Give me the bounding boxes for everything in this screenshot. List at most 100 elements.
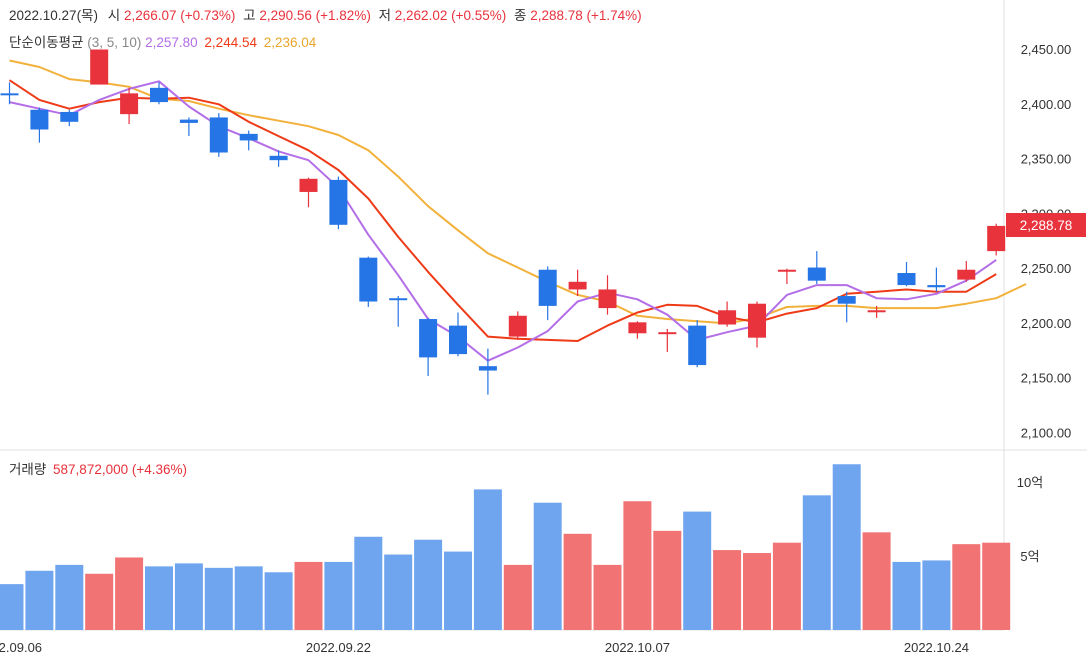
- volume-bar: [444, 551, 472, 630]
- volume-bar: [55, 564, 84, 630]
- volume-axis-tick-label: 10억: [1017, 475, 1043, 490]
- time-axis-tick-label: 2022.10.24: [904, 640, 969, 655]
- volume-legend-value: 587,872,000 (+4.36%): [53, 462, 188, 477]
- volume-bar: [832, 464, 861, 630]
- volume-bar: [0, 584, 24, 630]
- ma3-series-line: [9, 80, 997, 362]
- candle-body: [748, 303, 766, 338]
- ma-legend-label: 단순이동평균: [9, 35, 84, 50]
- price-axis-tick-label: 2,400.00: [1021, 97, 1072, 112]
- candlesticks: [0, 49, 1006, 395]
- candle-body: [30, 109, 49, 130]
- candle-body: [209, 117, 228, 153]
- volume-bar: [503, 564, 532, 630]
- price-axis-tick-label: 2,450.00: [1021, 42, 1072, 57]
- volume-bar: [234, 566, 263, 630]
- price-axis-tick-label: 2,200.00: [1021, 316, 1072, 331]
- candle-body: [179, 119, 198, 123]
- candle-body: [478, 366, 497, 371]
- candle-body: [508, 315, 527, 337]
- volume-bar: [743, 553, 771, 630]
- candle-body: [927, 285, 946, 288]
- candle-body: [957, 269, 976, 280]
- close-value: 2,288.78 (+1.74%): [530, 8, 642, 23]
- candle-body: [269, 155, 288, 161]
- candle-body: [299, 178, 318, 192]
- ma5-series-line: [8, 79, 997, 342]
- candle-body: [807, 267, 826, 281]
- volume-bar: [922, 560, 951, 630]
- volume-bar: [772, 542, 801, 630]
- candle-body: [658, 332, 677, 335]
- candle-body: [598, 289, 617, 309]
- price-axis-tick-label: 2,350.00: [1021, 152, 1072, 167]
- close-label: 종: [514, 8, 527, 23]
- time-axis-tick-label: 2022.09.06: [0, 640, 42, 655]
- last-price-tag-bg: [1006, 213, 1086, 237]
- ma5-line: [8, 79, 997, 342]
- volume-bar: [145, 566, 173, 630]
- volume-bar: [563, 533, 592, 630]
- ma5-value: 2,244.54: [204, 35, 257, 50]
- candle-body: [897, 273, 916, 286]
- open-label: 시: [107, 8, 121, 23]
- candle-body: [688, 325, 707, 366]
- price-axis-tick-label: 2,150.00: [1021, 371, 1072, 386]
- volume-axis: 10억 5억: [1017, 475, 1043, 564]
- candle-body: [538, 269, 557, 306]
- volume-bar: [533, 502, 562, 630]
- candle-body: [90, 49, 109, 85]
- volume-bar: [473, 489, 502, 630]
- ma3-value: 2,257.80: [145, 35, 198, 50]
- candle-body: [628, 322, 647, 334]
- price-axis-tick-label: 2,250.00: [1021, 261, 1072, 276]
- volume-bar: [653, 530, 682, 630]
- candle-body: [419, 319, 438, 358]
- volume-bar: [25, 570, 54, 630]
- volume-legend: 거래량 587,872,000 (+4.36%): [9, 458, 187, 478]
- candle-body: [239, 133, 258, 141]
- candle-body: [60, 111, 79, 122]
- candle-body: [987, 225, 1006, 252]
- ma-legend: 단순이동평균 (3, 5, 10) 2,257.80 2,244.54 2,23…: [9, 31, 316, 51]
- volume-bar: [354, 536, 383, 630]
- candle-body: [329, 179, 348, 225]
- price-axis: 2,450.002,400.002,350.002,300.002,250.00…: [1021, 42, 1072, 441]
- ma10-value: 2,236.04: [263, 35, 317, 50]
- volume-bar: [713, 550, 742, 630]
- volume-bar: [85, 573, 114, 630]
- candle-body: [718, 310, 737, 325]
- candle-body: [120, 93, 139, 115]
- volume-bar: [623, 501, 652, 630]
- volume-bar: [204, 567, 233, 630]
- price-axis-tick-label: 2,100.00: [1021, 426, 1072, 441]
- candle-body: [0, 93, 19, 96]
- volume-axis-tick-label: 5억: [1020, 549, 1039, 564]
- ma10-line: [9, 59, 1027, 325]
- open-value: 2,266.07 (+0.73%): [123, 8, 236, 23]
- volume-bar: [593, 564, 622, 630]
- time-axis-tick-label: 2022.10.07: [605, 640, 670, 655]
- candle-body: [359, 257, 378, 302]
- volume-bar: [264, 572, 293, 630]
- volume-bar: [802, 495, 831, 630]
- time-axis: 2022.09.06 2022.09.22 2022.10.07 2022.10.24: [0, 640, 969, 655]
- candle-body: [389, 298, 408, 301]
- ma3-line: [9, 80, 997, 362]
- last-price-tag-text: 2,288.78: [1020, 218, 1073, 233]
- ma10-series-line: [9, 59, 1027, 325]
- high-label: 고: [243, 8, 256, 23]
- low-label: 저: [378, 8, 392, 23]
- high-value: 2,290.56 (+1.82%): [259, 8, 371, 23]
- ma-legend-periods: (3, 5, 10): [87, 35, 142, 50]
- time-axis-tick-label: 2022.09.22: [306, 640, 371, 655]
- volume-bar: [174, 563, 203, 630]
- candle-body: [150, 87, 168, 103]
- candle-body: [449, 325, 467, 355]
- candle-body: [568, 281, 587, 290]
- volume-bar: [862, 532, 891, 630]
- volume-bar: [115, 557, 144, 630]
- volume-bars: [0, 464, 1011, 630]
- volume-bar: [683, 511, 712, 630]
